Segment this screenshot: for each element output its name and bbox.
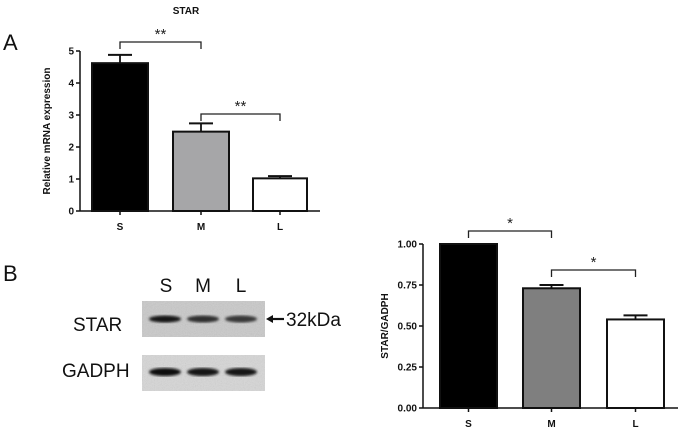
chart-a-plot-area: 0 1 2 3 4 5 S M L ** ** — [68, 26, 320, 233]
significance-label: * — [591, 254, 597, 271]
significance-bracket — [200, 113, 281, 121]
blot-lane-label: S — [160, 276, 173, 297]
bar-M — [522, 287, 581, 409]
significance-label: ** — [155, 26, 167, 43]
blot-band — [187, 315, 219, 323]
x-tick-label: M — [547, 419, 555, 430]
y-tick-label: 0.25 — [398, 363, 418, 374]
blot-row-star: STAR 32kDa — [73, 301, 341, 337]
y-tick-label: 2 — [68, 143, 74, 154]
bar-M — [172, 130, 230, 212]
blot-band — [187, 368, 219, 376]
significance-bracket — [467, 230, 553, 238]
blot-band — [225, 315, 257, 323]
chart-a-ylabel: Relative mRNA expression — [42, 68, 53, 195]
blot-band — [149, 368, 181, 376]
y-tick-label: 0.75 — [398, 281, 418, 292]
blot-lane-label: L — [236, 276, 247, 297]
panel-a-letter: A — [3, 30, 18, 55]
bar-L — [252, 177, 308, 212]
chart-a-mrna-expression: STAR Relative mRNA expression 0 1 2 3 4 5 S M L *… — [42, 6, 320, 233]
panel-b-letter: B — [3, 261, 18, 286]
y-tick-label: 4 — [68, 79, 74, 90]
blot-row-label: GADPH — [62, 361, 130, 382]
blot-band — [225, 368, 257, 376]
x-tick-label: M — [197, 222, 205, 233]
molecular-weight-marker: 32kDa — [286, 310, 341, 331]
x-tick-label: L — [277, 222, 283, 233]
y-tick-label: 0.00 — [398, 404, 418, 415]
chart-b-star-gadph: STAR/GADPH 0.00 0.25 0.50 0.75 1.00 S M L * * — [380, 215, 678, 430]
blot-lane-label: M — [195, 276, 211, 297]
blot-row-label: STAR — [73, 315, 122, 336]
y-tick-label: 1.00 — [398, 240, 418, 251]
arrow-head-icon — [266, 315, 273, 323]
significance-label: * — [507, 215, 513, 232]
y-tick-label: 0.50 — [398, 322, 418, 333]
significance-label: ** — [235, 98, 247, 115]
bar-L — [606, 318, 665, 409]
blot-band — [149, 315, 181, 323]
chart-b-ylabel: STAR/GADPH — [380, 293, 391, 358]
y-tick-label: 1 — [68, 175, 74, 186]
western-blot: S M L STAR 32kDa GADPH — [62, 276, 341, 391]
significance-bracket — [550, 269, 637, 277]
x-tick-label: L — [632, 419, 638, 430]
blot-row-gadph: GADPH — [62, 355, 265, 391]
y-tick-label: 0 — [68, 207, 74, 218]
bar-S — [439, 243, 498, 409]
chart-b-plot-area: 0.00 0.25 0.50 0.75 1.00 S M L * * — [398, 215, 678, 430]
x-tick-label: S — [117, 222, 124, 233]
bar-S — [91, 62, 149, 212]
y-tick-label: 5 — [68, 47, 74, 58]
blot-rows: STAR 32kDa GADPH — [62, 301, 341, 391]
x-tick-label: S — [465, 419, 472, 430]
chart-a-title: STAR — [173, 6, 200, 17]
y-tick-label: 3 — [68, 111, 74, 122]
significance-bracket — [119, 41, 202, 49]
